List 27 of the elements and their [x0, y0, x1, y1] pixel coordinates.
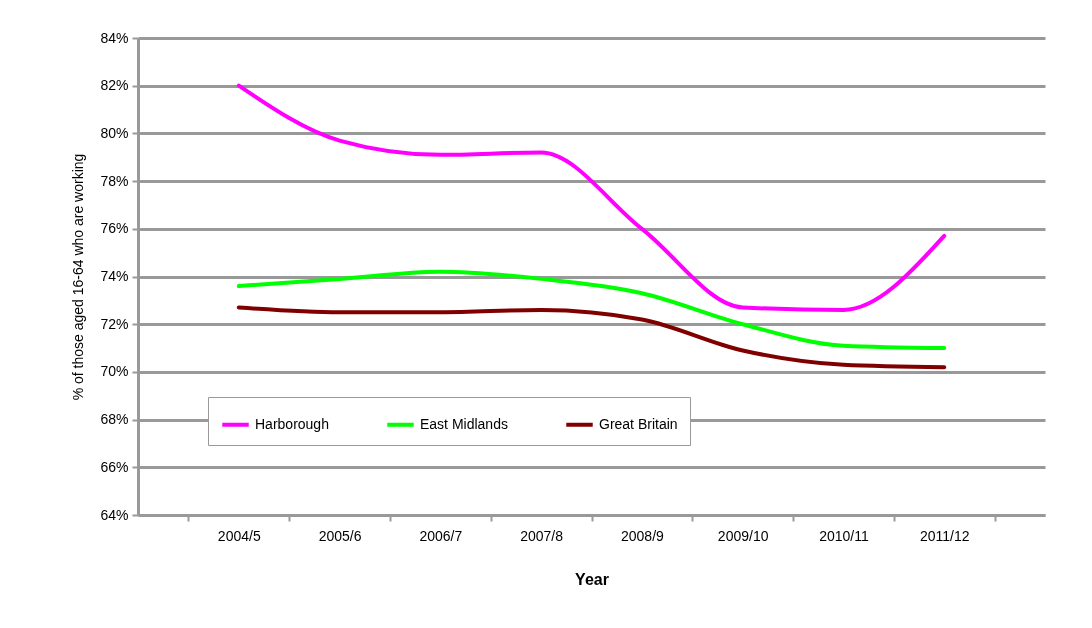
x-tick-label: 2006/7 — [419, 527, 463, 544]
x-axis-title: Year — [575, 570, 609, 588]
x-tick-label: 2010/11 — [819, 527, 869, 544]
y-axis-title: % of those aged 16-64 who are working — [70, 153, 87, 401]
y-tick-label: 68% — [100, 411, 129, 428]
y-tick-label: 84% — [100, 29, 129, 46]
y-tick-label: 64% — [100, 506, 129, 523]
legend-label: Harborough — [255, 415, 329, 432]
line-series — [236, 269, 947, 351]
y-tick-label: 76% — [100, 220, 129, 237]
legend-label: East Midlands — [420, 415, 508, 432]
y-tick-label: 70% — [100, 363, 129, 380]
y-tick-label: 74% — [100, 268, 129, 284]
y-tick-label: 82% — [100, 77, 129, 94]
x-tick-label: 2011/12 — [919, 527, 970, 544]
x-tick-label: 2009/10 — [717, 527, 769, 544]
x-tick-label: 2004/5 — [217, 527, 261, 544]
y-tick-label: 72% — [100, 315, 129, 332]
legend-label: Great Britain — [599, 415, 678, 432]
line-series — [236, 83, 947, 312]
y-tick-label: 80% — [100, 124, 129, 141]
x-tick-label: 2005/6 — [318, 527, 362, 544]
line-series — [236, 305, 947, 370]
y-tick-label: 66% — [100, 458, 129, 475]
x-tick-label: 2007/8 — [520, 527, 564, 544]
y-tick-label: 78% — [100, 172, 129, 189]
x-tick-label: 2008/9 — [620, 527, 665, 544]
